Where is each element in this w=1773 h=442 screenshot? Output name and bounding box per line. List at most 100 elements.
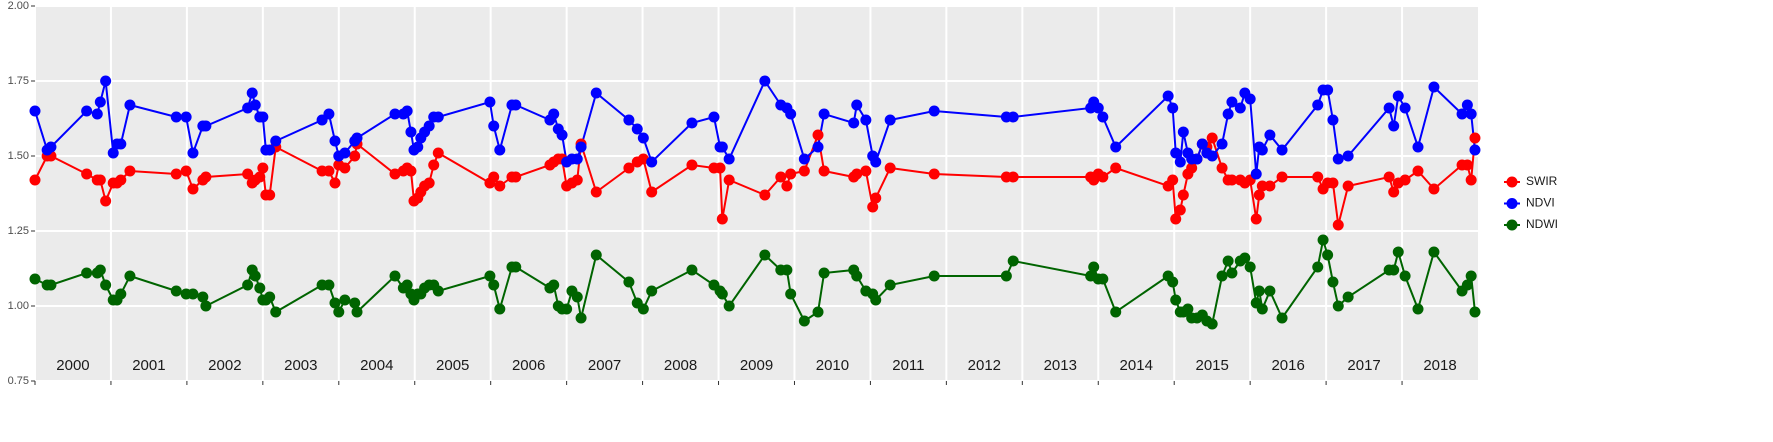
point — [1312, 171, 1324, 183]
point — [637, 132, 649, 144]
point — [716, 141, 728, 153]
point — [1256, 180, 1268, 192]
point — [432, 111, 444, 123]
point — [1388, 264, 1400, 276]
point — [1206, 132, 1218, 144]
point — [1456, 108, 1468, 120]
point — [928, 168, 940, 180]
point — [646, 156, 658, 168]
point — [575, 312, 587, 324]
point — [254, 171, 266, 183]
point — [124, 99, 136, 111]
point — [29, 273, 41, 285]
point — [494, 144, 506, 156]
x-tick-label: 2011 — [892, 357, 924, 374]
point — [1465, 174, 1477, 186]
point — [1170, 213, 1182, 225]
point — [1461, 279, 1473, 291]
point — [714, 162, 726, 174]
point — [781, 180, 793, 192]
point — [623, 162, 635, 174]
point — [423, 120, 435, 132]
point — [686, 117, 698, 129]
point — [351, 132, 363, 144]
point — [488, 171, 500, 183]
point — [1216, 270, 1228, 282]
point — [851, 99, 863, 111]
point — [170, 111, 182, 123]
x-tick-label: 2013 — [1044, 357, 1077, 374]
point — [775, 171, 787, 183]
point — [412, 141, 424, 153]
y-tick-label: 0.75 — [8, 375, 29, 387]
point — [1256, 303, 1268, 315]
point — [329, 135, 341, 147]
point — [1412, 165, 1424, 177]
point — [100, 279, 112, 291]
point — [1186, 162, 1198, 174]
point — [623, 276, 635, 288]
legend-marker — [1506, 219, 1518, 231]
x-tick-label: 2007 — [588, 357, 621, 374]
point — [484, 270, 496, 282]
point — [494, 303, 506, 315]
legend-label: NDWI — [1526, 217, 1558, 231]
point — [781, 264, 793, 276]
point — [45, 279, 57, 291]
point — [1253, 285, 1265, 297]
point — [1097, 273, 1109, 285]
point — [107, 147, 119, 159]
point — [851, 270, 863, 282]
point — [1342, 180, 1354, 192]
point — [785, 168, 797, 180]
point — [1177, 126, 1189, 138]
point — [1110, 306, 1122, 318]
point — [242, 279, 254, 291]
point — [1222, 255, 1234, 267]
point — [798, 315, 810, 327]
point — [637, 303, 649, 315]
point — [1250, 168, 1262, 180]
point — [200, 120, 212, 132]
point — [723, 153, 735, 165]
point — [405, 165, 417, 177]
point — [812, 129, 824, 141]
point — [1244, 93, 1256, 105]
point — [94, 174, 106, 186]
point — [1264, 180, 1276, 192]
point — [1162, 90, 1174, 102]
point — [1322, 84, 1334, 96]
point — [1412, 303, 1424, 315]
point — [488, 279, 500, 291]
point — [884, 114, 896, 126]
point — [1327, 276, 1339, 288]
point — [323, 108, 335, 120]
point — [1276, 144, 1288, 156]
point — [1226, 267, 1238, 279]
point — [1312, 99, 1324, 111]
point — [29, 174, 41, 186]
y-tick-label: 1.25 — [8, 225, 29, 237]
point — [170, 285, 182, 297]
point — [571, 153, 583, 165]
point — [1332, 219, 1344, 231]
y-tick-label: 1.75 — [8, 75, 29, 87]
point — [349, 150, 361, 162]
x-tick-label: 2010 — [816, 357, 849, 374]
point — [510, 99, 522, 111]
point — [686, 264, 698, 276]
point — [1383, 102, 1395, 114]
point — [264, 189, 276, 201]
point — [494, 180, 506, 192]
point — [329, 177, 341, 189]
point — [401, 105, 413, 117]
point — [860, 165, 872, 177]
point — [759, 249, 771, 261]
point — [349, 297, 361, 309]
point — [200, 171, 212, 183]
point — [94, 264, 106, 276]
y-tick-label: 1.00 — [8, 300, 29, 312]
point — [270, 135, 282, 147]
point — [1469, 144, 1481, 156]
x-tick-label: 2018 — [1423, 357, 1456, 374]
